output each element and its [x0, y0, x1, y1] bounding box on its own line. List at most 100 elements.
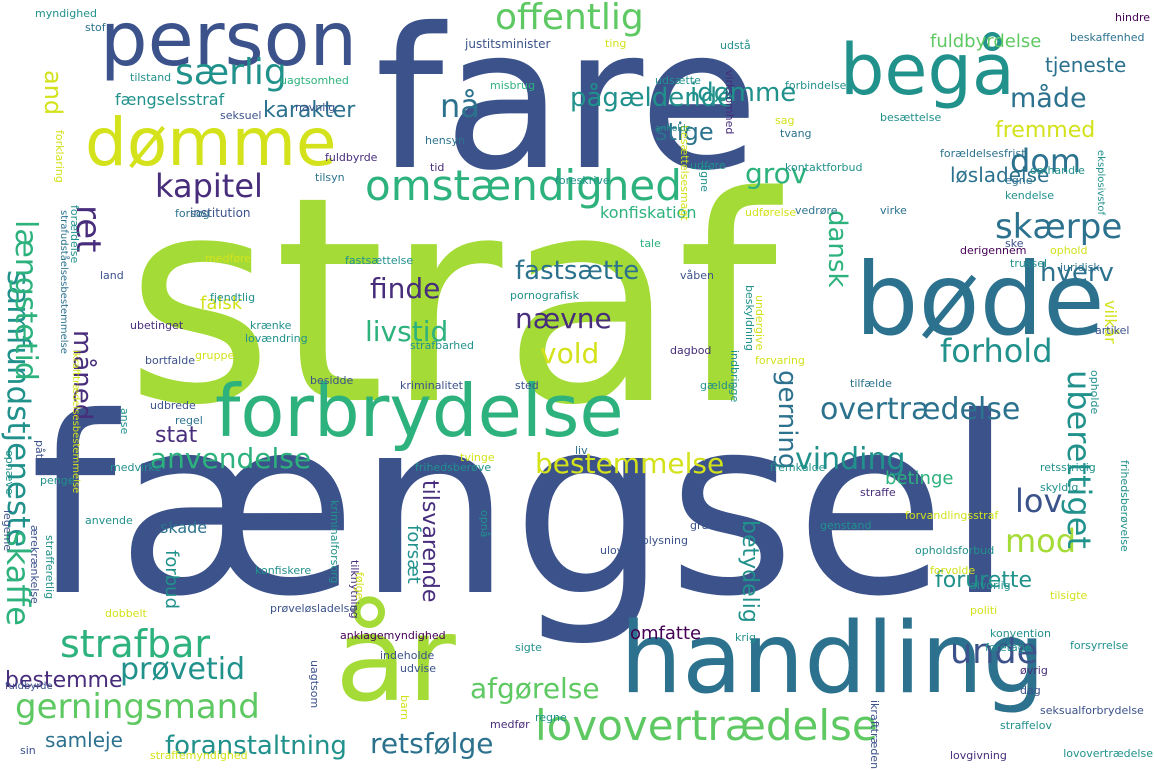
- word-47: dansk: [822, 210, 852, 288]
- word-190: øvrig: [1020, 664, 1048, 677]
- word-15: kapitel: [155, 167, 263, 205]
- word-162: frihedsberøvelse: [1118, 460, 1131, 552]
- word-74: myndighed: [35, 7, 97, 20]
- word-20: måde: [1010, 83, 1087, 114]
- word-81: hindre: [1115, 11, 1151, 24]
- word-149: liv: [575, 444, 588, 457]
- word-164: kriminalforsorg: [328, 500, 341, 584]
- word-4: handling: [620, 602, 1046, 716]
- word-176: konfiskere: [255, 564, 312, 577]
- word-27: anvendelse: [150, 442, 312, 475]
- word-87: hensyn: [425, 134, 465, 147]
- word-50: and: [39, 70, 67, 116]
- word-86: navnlig: [295, 101, 336, 114]
- word-78: misbrug: [490, 79, 535, 92]
- word-26: bestemmelse: [535, 447, 725, 480]
- word-72: institution: [190, 206, 251, 220]
- word-80: udstå: [720, 39, 751, 52]
- word-137: bortfalde: [145, 354, 195, 367]
- word-167: ærekrænkelse: [28, 525, 41, 604]
- word-64: forsæt: [403, 525, 424, 584]
- word-84: forbindelse: [785, 79, 847, 92]
- word-70: skade: [160, 518, 208, 537]
- word-82: beskaffenhed: [1070, 31, 1145, 44]
- word-196: regne: [535, 711, 567, 724]
- word-104: foreskrive: [555, 174, 610, 187]
- word-41: livstid: [365, 315, 449, 348]
- word-103: forsøg: [175, 207, 210, 220]
- word-135: opholde: [1088, 370, 1101, 415]
- word-106: udførelse: [745, 206, 797, 219]
- word-121: fastsættelse: [345, 254, 414, 267]
- word-99: udføre: [690, 159, 726, 172]
- word-107: virke: [880, 204, 907, 217]
- word-8: forbrydelse: [215, 369, 624, 453]
- word-92: tvang: [780, 127, 812, 140]
- word-157: straffe: [860, 486, 896, 499]
- word-75: stof: [85, 21, 106, 34]
- word-184: konvention: [990, 627, 1051, 640]
- word-183: foretage: [985, 641, 1032, 654]
- word-11: gerningsmand: [15, 687, 260, 727]
- word-197: straffelov: [1000, 719, 1052, 732]
- word-113: tale: [640, 237, 661, 250]
- word-141: indbringe: [728, 350, 741, 403]
- word-93: besættelse: [880, 111, 942, 124]
- word-67: falsk: [200, 293, 243, 314]
- word-114: ske: [1005, 237, 1024, 250]
- word-170: følge: [353, 572, 366, 600]
- word-53: gerning: [772, 370, 802, 470]
- word-38: finde: [370, 272, 441, 305]
- word-132: strafbarhed: [410, 339, 474, 352]
- word-94: omhandle: [1030, 164, 1085, 177]
- word-139: kriminalitet: [400, 379, 463, 392]
- word-17: offentlig: [495, 0, 644, 38]
- word-171: oplysning: [635, 534, 688, 547]
- word-160: genstand: [820, 519, 872, 532]
- word-152: frihedsberøve: [415, 461, 492, 474]
- word-123: pornografisk: [510, 289, 580, 302]
- word-12: lovovertrædelse: [535, 701, 878, 750]
- word-187: indeholde: [380, 649, 435, 662]
- word-0: straf: [125, 136, 778, 468]
- word-18: pågældende: [570, 83, 734, 113]
- word-77: uagtsomhed: [280, 74, 349, 87]
- word-146: regel: [175, 414, 203, 427]
- word-140: sted: [515, 379, 539, 392]
- word-111: forældelse: [68, 205, 81, 264]
- word-37: lov: [1015, 482, 1063, 520]
- word-76: tilstand: [130, 71, 172, 84]
- word-134: artikel: [1095, 324, 1130, 337]
- word-28: strafbar: [60, 622, 211, 666]
- word-129: lovændring: [245, 332, 308, 345]
- word-24: overtrædelse: [820, 392, 1021, 427]
- word-151: medvirke: [110, 461, 162, 474]
- word-189: sigte: [515, 641, 542, 654]
- word-200: straffemyndighed: [150, 749, 248, 762]
- word-63: forurette: [935, 568, 1033, 593]
- word-118: derigennem: [960, 244, 1027, 257]
- word-173: forvolde: [930, 564, 976, 577]
- word-95: forældelsesfrist: [940, 147, 1026, 160]
- word-36: mod: [1005, 522, 1077, 560]
- word-48: hverv: [1040, 258, 1114, 288]
- word-96: eksplosivstof: [1095, 150, 1106, 216]
- word-3: person: [100, 0, 358, 83]
- word-122: våben: [680, 269, 714, 282]
- word-5: dømme: [85, 104, 337, 181]
- word-119: land: [100, 269, 124, 282]
- word-10: omstændighed: [365, 161, 682, 210]
- word-97: fuldbyrde: [325, 151, 378, 164]
- word-161: forvandlingsstraf: [905, 509, 999, 522]
- word-191: dag: [1020, 684, 1041, 697]
- word-25: vinding: [795, 442, 906, 477]
- word-83: udsætte: [655, 74, 701, 87]
- word-35: unde: [950, 632, 1039, 672]
- word-126: undergive: [753, 295, 766, 351]
- word-100: ligne: [698, 165, 711, 192]
- word-68: forbud: [161, 550, 182, 610]
- word-32: foranstaltning: [165, 731, 347, 761]
- word-7: bøde: [855, 241, 1105, 358]
- word-192: seksualforbrydelse: [1040, 704, 1144, 717]
- word-71: betinge: [885, 468, 954, 489]
